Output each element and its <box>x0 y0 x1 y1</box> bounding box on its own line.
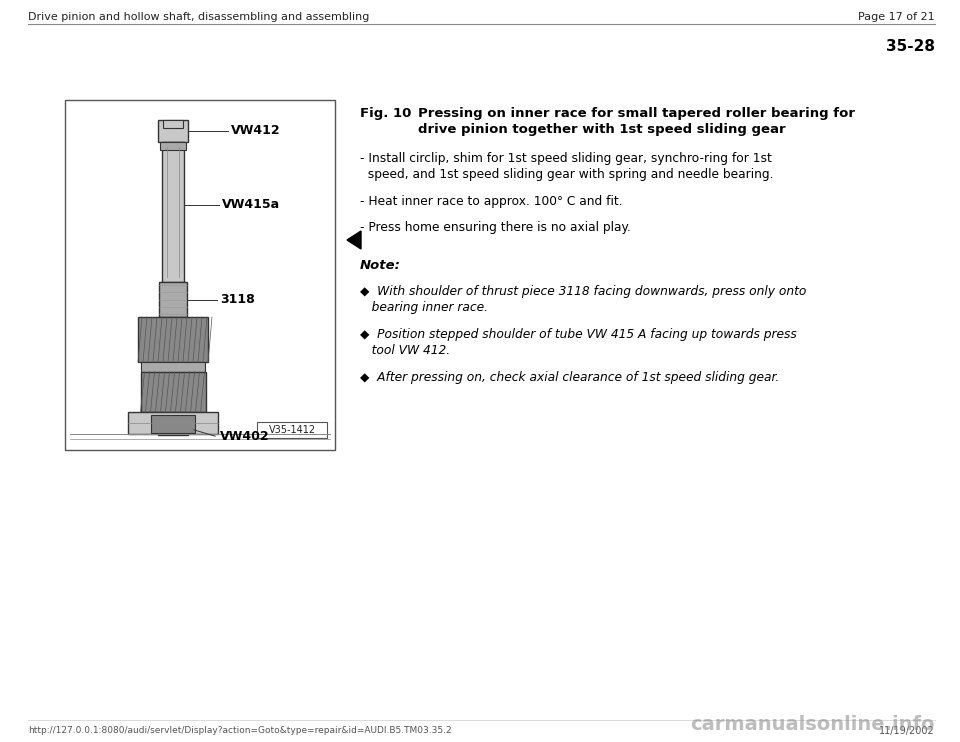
Bar <box>159 282 187 317</box>
Text: - Install circlip, shim for 1st speed sliding gear, synchro-ring for 1st: - Install circlip, shim for 1st speed sl… <box>360 152 772 165</box>
Bar <box>128 412 218 434</box>
Text: - Heat inner race to approx. 100° C and fit.: - Heat inner race to approx. 100° C and … <box>360 195 623 208</box>
Text: 3118: 3118 <box>220 293 254 306</box>
Text: ◆  After pressing on, check axial clearance of 1st speed sliding gear.: ◆ After pressing on, check axial clearan… <box>360 371 780 384</box>
Text: ◆  Position stepped shoulder of tube VW 415 A facing up towards press: ◆ Position stepped shoulder of tube VW 4… <box>360 328 797 341</box>
Text: Note:: Note: <box>360 259 401 272</box>
Text: Page 17 of 21: Page 17 of 21 <box>858 12 935 22</box>
Text: VW415a: VW415a <box>222 199 280 211</box>
Text: Drive pinion and hollow shaft, disassembling and assembling: Drive pinion and hollow shaft, disassemb… <box>28 12 370 22</box>
Text: 35-28: 35-28 <box>886 39 935 54</box>
Bar <box>257 422 327 438</box>
Text: http://127.0.0.1:8080/audi/servlet/Display?action=Goto&type=repair&id=AUDI.B5.TM: http://127.0.0.1:8080/audi/servlet/Displ… <box>28 726 451 735</box>
Text: bearing inner race.: bearing inner race. <box>360 301 488 314</box>
Bar <box>158 434 188 435</box>
Bar <box>65 100 335 450</box>
Bar <box>140 372 205 412</box>
Text: speed, and 1st speed sliding gear with spring and needle bearing.: speed, and 1st speed sliding gear with s… <box>360 168 774 181</box>
Text: VW412: VW412 <box>231 125 280 137</box>
Text: - Press home ensuring there is no axial play.: - Press home ensuring there is no axial … <box>360 221 631 234</box>
Bar <box>158 120 188 142</box>
Text: V35-1412: V35-1412 <box>269 425 316 435</box>
Bar <box>163 120 183 128</box>
Text: Pressing on inner race for small tapered roller bearing for: Pressing on inner race for small tapered… <box>418 107 855 120</box>
Text: ◆  With shoulder of thrust piece 3118 facing downwards, press only onto: ◆ With shoulder of thrust piece 3118 fac… <box>360 285 806 298</box>
Bar <box>151 415 195 433</box>
Bar <box>160 142 186 150</box>
Bar <box>141 362 205 372</box>
Polygon shape <box>347 231 361 249</box>
Text: VW402: VW402 <box>220 430 270 444</box>
Text: carmanualsonline.info: carmanualsonline.info <box>690 715 934 734</box>
Text: Fig. 10: Fig. 10 <box>360 107 412 120</box>
Bar <box>138 317 208 362</box>
Text: tool VW 412.: tool VW 412. <box>360 344 450 357</box>
Bar <box>162 142 184 282</box>
Text: 11/19/2002: 11/19/2002 <box>879 726 935 736</box>
Text: drive pinion together with 1st speed sliding gear: drive pinion together with 1st speed sli… <box>418 123 785 136</box>
